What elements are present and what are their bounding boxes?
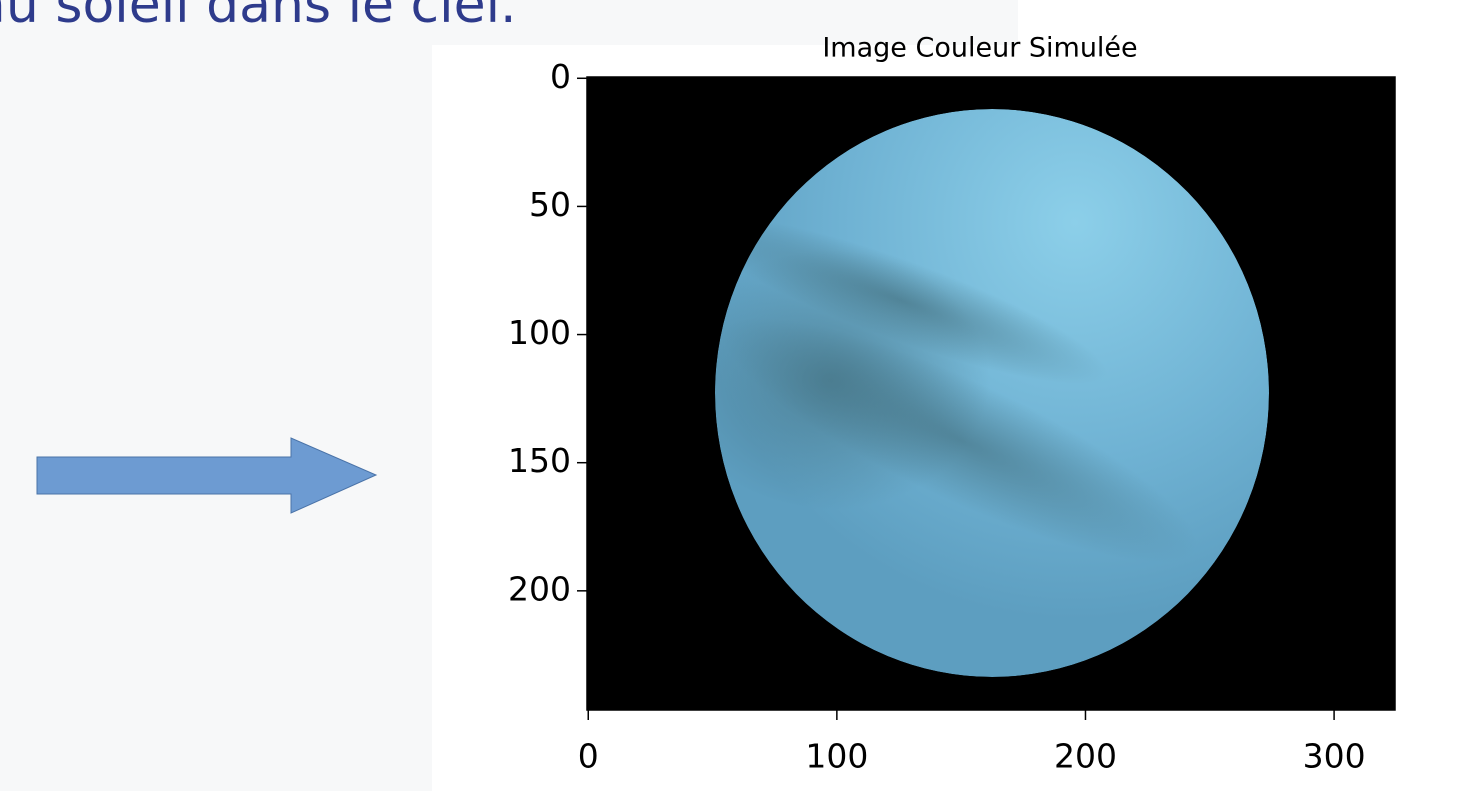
slide-text: au soleil dans le ciel. — [0, 0, 517, 35]
y-tick-label: 50 — [529, 185, 571, 224]
x-tick-label: 300 — [1303, 737, 1366, 776]
y-tick-label: 100 — [508, 313, 571, 352]
chart-title: Image Couleur Simulée — [822, 33, 1137, 64]
y-tick-label: 0 — [550, 57, 571, 96]
panel-top — [1018, 0, 1457, 45]
x-tick-label: 0 — [578, 737, 599, 776]
x-tick-label: 100 — [805, 737, 868, 776]
arrow — [36, 437, 378, 514]
x-tick-label: 200 — [1054, 737, 1117, 776]
axes-frame — [586, 76, 1396, 711]
y-tick-label: 150 — [508, 441, 571, 480]
y-tick-label: 200 — [508, 569, 571, 608]
simulated-sphere — [715, 109, 1269, 677]
